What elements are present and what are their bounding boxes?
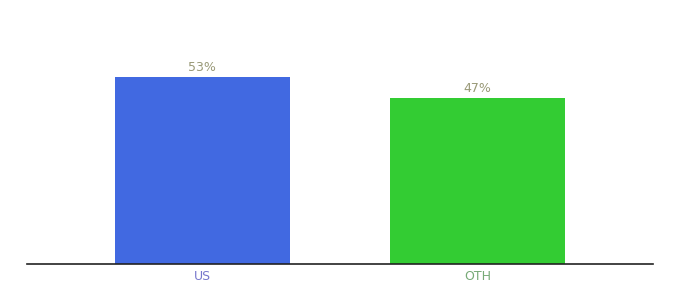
Text: 47%: 47% <box>464 82 492 95</box>
Bar <box>115 77 290 264</box>
Text: 53%: 53% <box>188 61 216 74</box>
Bar <box>390 98 565 264</box>
